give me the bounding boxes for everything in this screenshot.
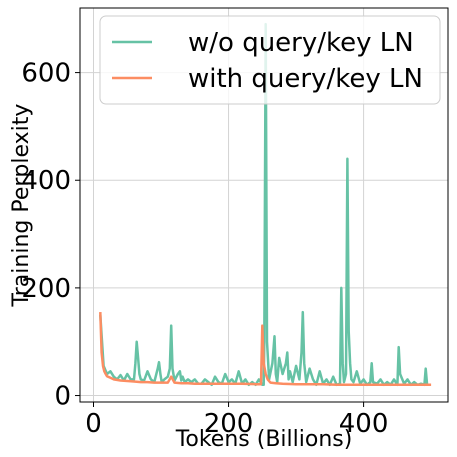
y-tick-label: 400 bbox=[21, 166, 71, 196]
series-line-2 bbox=[99, 312, 432, 387]
x-tick-label: 200 bbox=[204, 409, 254, 439]
x-tick-label: 0 bbox=[85, 409, 102, 439]
legend-label: w/o query/key LN bbox=[188, 28, 414, 58]
y-tick-label: 0 bbox=[54, 382, 71, 412]
x-axis-label: Tokens (Billions) bbox=[175, 427, 353, 452]
plot-frame bbox=[79, 7, 449, 403]
y-tick-label: 200 bbox=[21, 274, 71, 304]
x-tick-label: 400 bbox=[339, 409, 389, 439]
y-axis-label: Training Perplexity bbox=[9, 104, 34, 308]
ticks: 0 200 400 0 200 400 600 bbox=[21, 59, 388, 439]
legend: w/o query/key LN with query/key LN bbox=[99, 15, 441, 105]
y-tick-label: 600 bbox=[21, 59, 71, 89]
legend-box bbox=[99, 15, 441, 105]
legend-label: with query/key LN bbox=[188, 64, 423, 94]
series-layer bbox=[99, 22, 432, 387]
